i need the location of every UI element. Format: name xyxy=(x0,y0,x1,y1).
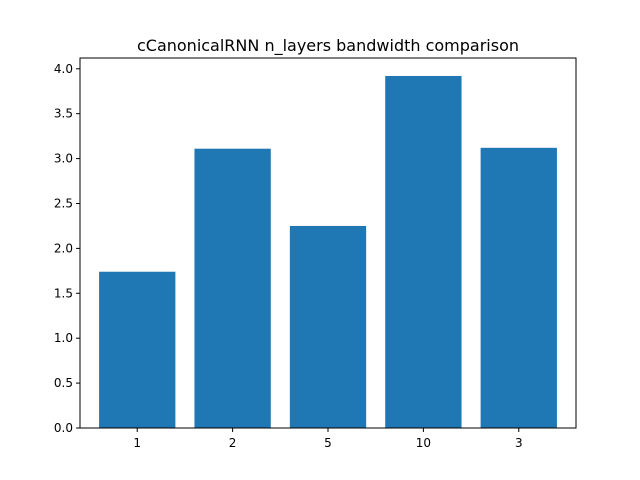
y-tick-label: 1.5 xyxy=(54,286,73,300)
x-axis: 1 2 5 10 3 xyxy=(133,428,523,450)
y-axis: 0.0 0.5 1.0 1.5 2.0 2.5 3.0 3.5 4.0 xyxy=(54,62,80,435)
bars-group xyxy=(99,75,557,428)
y-tick-label: 0.5 xyxy=(54,376,73,390)
x-tick-label: 5 xyxy=(324,436,332,450)
y-tick-label: 1.0 xyxy=(54,331,73,345)
x-tick-label: 3 xyxy=(515,436,523,450)
y-tick-label: 3.0 xyxy=(54,152,73,166)
bar-5 xyxy=(289,225,367,428)
y-tick-label: 2.5 xyxy=(54,196,73,210)
x-tick-label: 10 xyxy=(416,436,431,450)
y-tick-label: 2.0 xyxy=(54,241,73,255)
chart-title: cCanonicalRNN n_layers bandwidth compari… xyxy=(137,36,519,56)
y-tick-label: 3.5 xyxy=(54,107,73,121)
bar-1 xyxy=(99,271,176,428)
y-tick-label: 0.0 xyxy=(54,421,73,435)
x-tick-label: 1 xyxy=(133,436,141,450)
plot-frame xyxy=(79,57,577,429)
y-tick-label: 4.0 xyxy=(54,62,73,76)
bar-10 xyxy=(385,75,462,428)
bar-2 xyxy=(194,148,271,428)
bar-3 xyxy=(480,147,557,428)
x-tick-label: 2 xyxy=(229,436,237,450)
